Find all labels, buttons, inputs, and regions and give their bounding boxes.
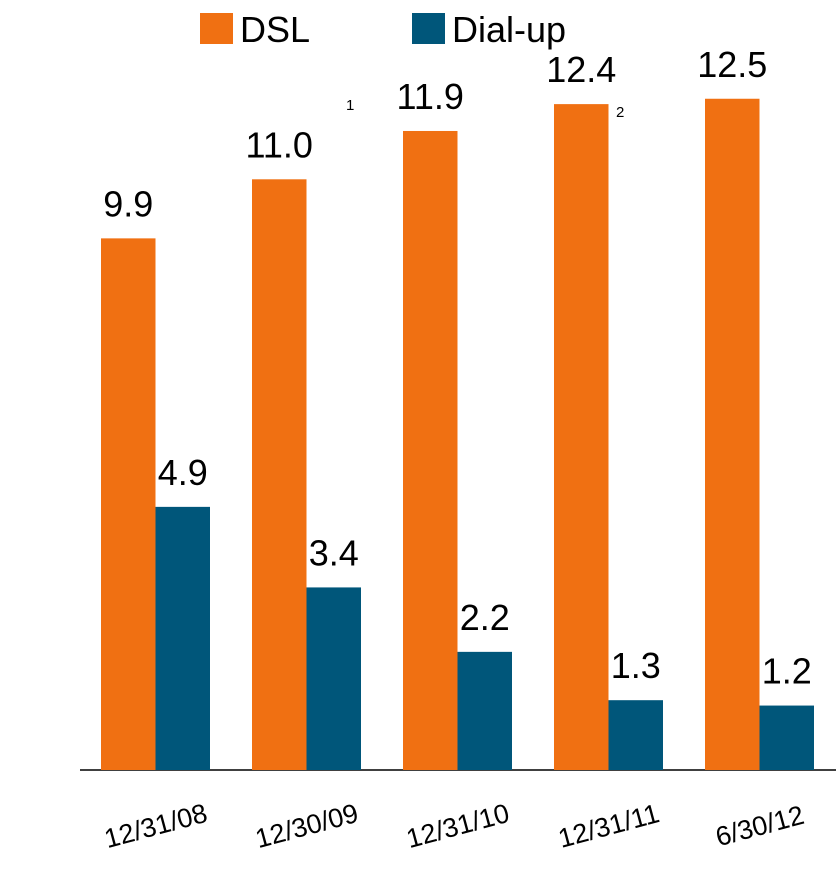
bar: [705, 98, 760, 770]
bar: [608, 700, 663, 770]
footnote-marker: 2: [616, 104, 624, 121]
value-label: 1.3: [611, 645, 661, 686]
x-tick-label: 12/31/08: [101, 798, 210, 854]
legend-label: DSL: [240, 9, 310, 50]
value-label: 12.4: [546, 49, 616, 90]
x-tick-label: 12/30/09: [252, 798, 361, 854]
legend-label: Dial-up: [452, 9, 566, 50]
value-label: 2.2: [460, 597, 510, 638]
value-label: 3.4: [309, 532, 359, 573]
x-tick-label: 12/31/11: [555, 798, 662, 854]
value-label: 1.2: [762, 651, 812, 692]
bar: [554, 104, 609, 771]
x-tick-label: 6/30/12: [712, 800, 807, 852]
legend-swatch: [412, 13, 445, 44]
footnote-marker: 1: [346, 97, 354, 114]
bar: [101, 238, 156, 770]
value-label: 12.5: [697, 44, 767, 85]
value-label: 9.9: [103, 183, 153, 224]
bar: [457, 651, 512, 770]
bar: [403, 130, 458, 771]
value-label: 11.0: [246, 124, 313, 165]
bar: [252, 179, 307, 771]
bar: [155, 506, 210, 770]
value-label: 4.9: [158, 452, 208, 493]
legend-swatch: [200, 13, 233, 44]
bar: [306, 587, 361, 770]
x-tick-label: 12/31/10: [403, 798, 512, 854]
bar: [759, 705, 814, 770]
value-label: 11.9: [397, 76, 464, 117]
